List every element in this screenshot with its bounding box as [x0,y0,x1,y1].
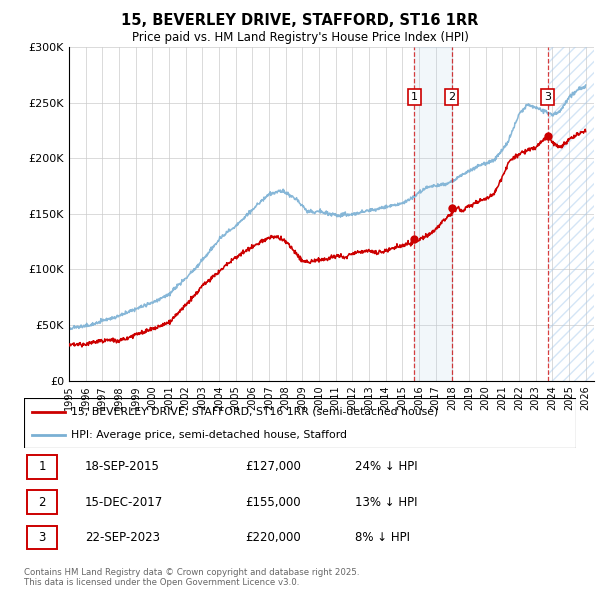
Text: 15, BEVERLEY DRIVE, STAFFORD, ST16 1RR (semi-detached house): 15, BEVERLEY DRIVE, STAFFORD, ST16 1RR (… [71,407,438,417]
Text: 15-DEC-2017: 15-DEC-2017 [85,496,163,509]
Text: 2: 2 [38,496,46,509]
Text: 13% ↓ HPI: 13% ↓ HPI [355,496,418,509]
Text: 2: 2 [448,92,455,102]
Text: £155,000: £155,000 [245,496,301,509]
Text: HPI: Average price, semi-detached house, Stafford: HPI: Average price, semi-detached house,… [71,430,347,440]
FancyBboxPatch shape [27,455,57,478]
Text: 15, BEVERLEY DRIVE, STAFFORD, ST16 1RR: 15, BEVERLEY DRIVE, STAFFORD, ST16 1RR [121,13,479,28]
Bar [548,47,594,381]
FancyBboxPatch shape [27,526,57,549]
Bar [548,47,594,381]
Text: 18-SEP-2015: 18-SEP-2015 [85,460,160,473]
Text: £127,000: £127,000 [245,460,301,473]
Text: 1: 1 [38,460,46,473]
Text: 24% ↓ HPI: 24% ↓ HPI [355,460,418,473]
Text: Price paid vs. HM Land Registry's House Price Index (HPI): Price paid vs. HM Land Registry's House … [131,31,469,44]
FancyBboxPatch shape [27,490,57,514]
Text: Contains HM Land Registry data © Crown copyright and database right 2025.
This d: Contains HM Land Registry data © Crown c… [24,568,359,587]
Text: £220,000: £220,000 [245,531,301,544]
Text: 3: 3 [544,92,551,102]
Text: 1: 1 [411,92,418,102]
Text: 8% ↓ HPI: 8% ↓ HPI [355,531,410,544]
Bar [415,47,452,381]
Text: 3: 3 [38,531,46,544]
Text: 22-SEP-2023: 22-SEP-2023 [85,531,160,544]
